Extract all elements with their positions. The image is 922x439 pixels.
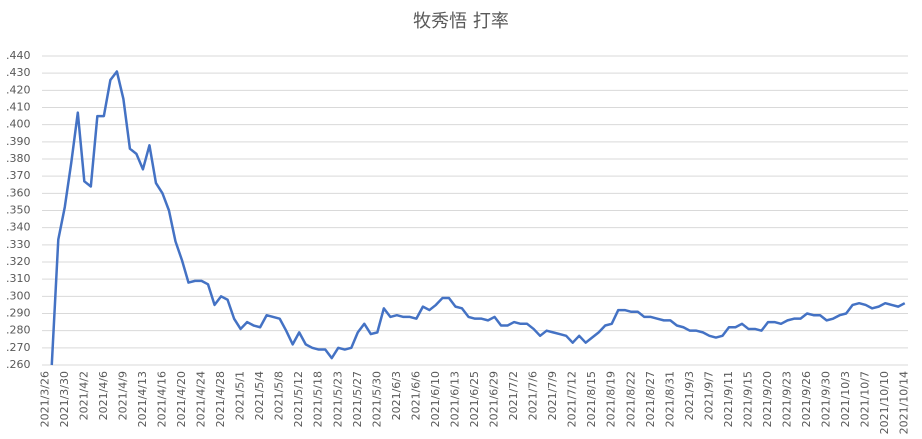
x-tick-label: 2021/5/23 bbox=[331, 371, 344, 427]
x-tick-label: 2021/5/18 bbox=[312, 371, 325, 427]
x-tick-label: 2021/4/24 bbox=[195, 371, 208, 427]
x-tick-label: 2021/8/19 bbox=[605, 371, 618, 427]
y-tick-label: .400 bbox=[6, 118, 31, 131]
x-tick-label: 2021/7/9 bbox=[546, 371, 559, 420]
x-tick-label: 2021/8/27 bbox=[644, 371, 657, 427]
y-tick-label: .330 bbox=[6, 238, 31, 251]
x-tick-label: 2021/10/10 bbox=[878, 371, 891, 434]
x-tick-label: 2021/9/20 bbox=[761, 371, 774, 427]
x-tick-label: 2021/10/3 bbox=[839, 371, 852, 427]
y-tick-label: .260 bbox=[6, 358, 31, 371]
y-tick-label: .310 bbox=[6, 272, 31, 285]
x-tick-label: 2021/4/13 bbox=[136, 371, 149, 427]
x-tick-label: 2021/9/3 bbox=[683, 371, 696, 420]
x-tick-label: 2021/4/28 bbox=[214, 371, 227, 427]
y-tick-label: .420 bbox=[6, 83, 31, 96]
x-tick-label: 2021/7/2 bbox=[507, 371, 520, 420]
x-tick-label: 2021/9/15 bbox=[741, 371, 754, 427]
x-tick-label: 2021/7/12 bbox=[566, 371, 579, 427]
x-tick-label: 2021/6/25 bbox=[468, 371, 481, 427]
y-tick-label: .430 bbox=[6, 66, 31, 79]
y-tick-label: .410 bbox=[6, 101, 31, 114]
x-tick-label: 2021/5/8 bbox=[273, 371, 286, 420]
x-tick-label: 2021/6/6 bbox=[409, 371, 422, 420]
x-tick-label: 2021/9/11 bbox=[722, 371, 735, 427]
x-tick-label: 2021/8/31 bbox=[663, 371, 676, 427]
x-tick-label: 2021/5/1 bbox=[234, 371, 247, 420]
x-tick-label: 2021/5/30 bbox=[370, 371, 383, 427]
x-tick-label: 2021/4/6 bbox=[97, 371, 110, 420]
x-tick-label: 2021/6/13 bbox=[448, 371, 461, 427]
x-tick-label: 2021/9/7 bbox=[702, 371, 715, 420]
y-tick-label: .350 bbox=[6, 204, 31, 217]
x-tick-label: 2021/3/26 bbox=[38, 371, 51, 427]
y-tick-label: .320 bbox=[6, 255, 31, 268]
data-line bbox=[50, 70, 906, 366]
y-tick-label: .370 bbox=[6, 169, 31, 182]
x-tick-label: 2021/5/4 bbox=[253, 371, 266, 420]
y-tick-label: .340 bbox=[6, 221, 31, 234]
x-tick-label: 2021/5/12 bbox=[292, 371, 305, 427]
x-tick-label: 2021/7/6 bbox=[527, 371, 540, 420]
y-tick-label: .440 bbox=[6, 49, 31, 62]
x-tick-label: 2021/8/15 bbox=[585, 371, 598, 427]
y-tick-label: .280 bbox=[6, 324, 31, 337]
y-tick-label: .290 bbox=[6, 307, 31, 320]
x-tick-label: 2021/5/27 bbox=[351, 371, 364, 427]
x-tick-label: 2021/4/9 bbox=[116, 371, 129, 420]
x-tick-label: 2021/10/14 bbox=[898, 371, 911, 434]
y-tick-label: .360 bbox=[6, 186, 31, 199]
y-tick-label: .270 bbox=[6, 341, 31, 354]
x-tick-label: 2021/9/23 bbox=[781, 371, 794, 427]
x-tick-label: 2021/3/30 bbox=[58, 371, 71, 427]
x-tick-label: 2021/6/29 bbox=[488, 371, 501, 427]
y-tick-label: .300 bbox=[6, 289, 31, 302]
x-tick-label: 2021/4/16 bbox=[155, 371, 168, 427]
x-tick-label: 2021/10/7 bbox=[859, 371, 872, 427]
x-tick-label: 2021/6/3 bbox=[390, 371, 403, 420]
x-tick-label: 2021/9/30 bbox=[820, 371, 833, 427]
x-tick-label: 2021/6/10 bbox=[429, 371, 442, 427]
y-tick-label: .390 bbox=[6, 135, 31, 148]
x-tick-label: 2021/4/20 bbox=[175, 371, 188, 427]
x-tick-label: 2021/9/26 bbox=[800, 371, 813, 427]
chart-title: 牧秀悟 打率 bbox=[413, 11, 509, 32]
x-tick-label: 2021/4/2 bbox=[77, 371, 90, 420]
y-tick-label: .380 bbox=[6, 152, 31, 165]
x-tick-label: 2021/8/22 bbox=[624, 371, 637, 427]
